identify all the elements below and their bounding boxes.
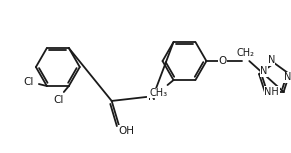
Text: Cl: Cl — [24, 77, 34, 87]
Text: CH₃: CH₃ — [150, 88, 168, 98]
Text: N: N — [267, 55, 275, 65]
Text: OH: OH — [119, 126, 135, 136]
Text: N: N — [284, 72, 291, 82]
Text: N: N — [148, 92, 155, 102]
Text: CH₂: CH₂ — [236, 48, 254, 58]
Text: Cl: Cl — [54, 95, 64, 105]
Text: N: N — [260, 66, 268, 76]
Text: NH: NH — [265, 87, 279, 97]
Text: O: O — [218, 56, 226, 66]
